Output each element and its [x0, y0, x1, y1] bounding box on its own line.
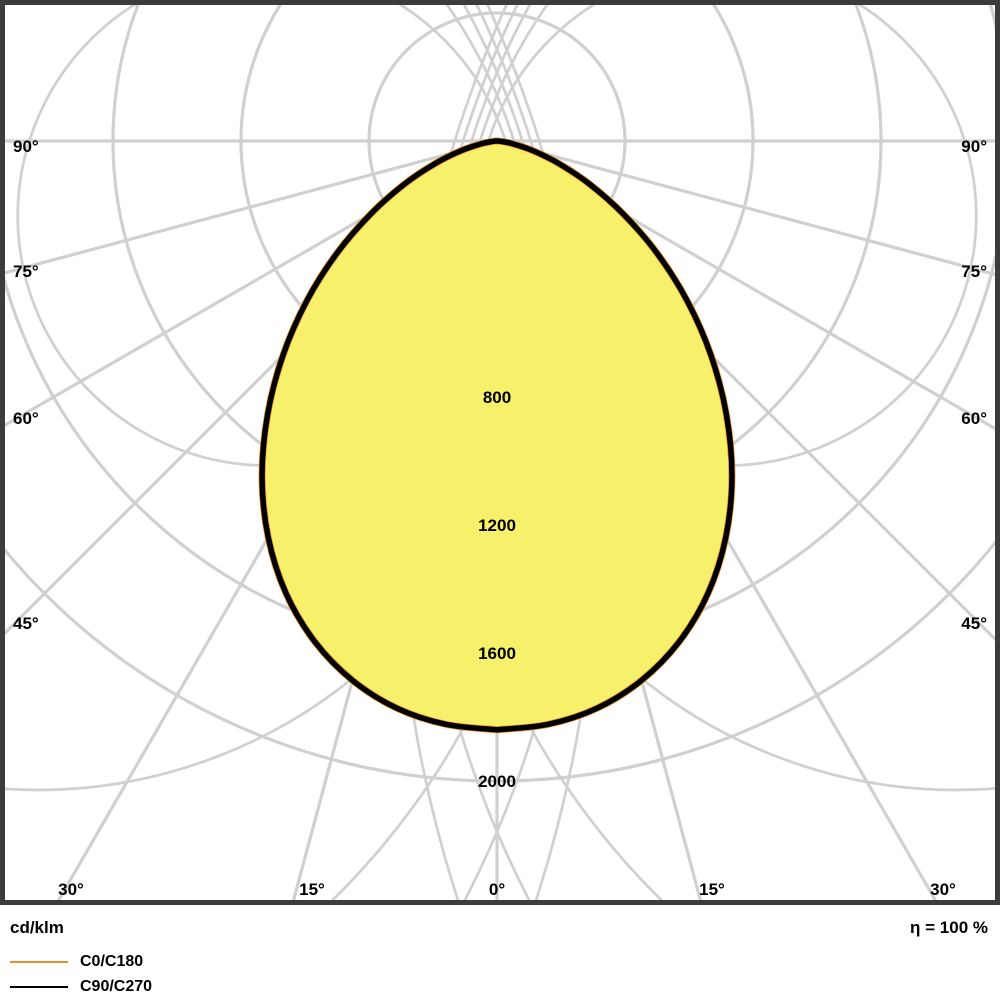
chart-footer: cd/klm η = 100 % C0/C180 C90/C270	[0, 905, 1000, 1000]
legend-item-c0: C0/C180	[10, 949, 152, 974]
legend: C0/C180 C90/C270	[10, 949, 152, 999]
polar-plot-svg: 800 1200 1600 2000 90° 75° 60° 45° 90° 75° 60° 45° 3…	[5, 5, 995, 900]
grid-labels: 800 1200 1600 2000 90° 75° 60° 45° 90° 75° 60° 45° 3…	[13, 137, 987, 899]
distribution-fill	[262, 140, 732, 730]
legend-label-c0: C0/C180	[80, 952, 144, 970]
legend-line-icon-c90	[10, 985, 68, 988]
angle-label-bottom-4: 30°	[930, 880, 956, 899]
ring-label-1600: 1600	[478, 644, 516, 663]
efficiency-label: η = 100 %	[910, 918, 988, 937]
angle-label-left-75: 75°	[13, 262, 39, 281]
plot-frame: 800 1200 1600 2000 90° 75° 60° 45° 90° 75° 60° 45° 3…	[0, 0, 1000, 905]
legend-label-c90: C90/C270	[80, 977, 153, 995]
ring-label-1200: 1200	[478, 516, 516, 535]
angle-label-bottom-0: 30°	[58, 880, 84, 899]
angle-label-bottom-3: 15°	[699, 880, 725, 899]
angle-label-bottom-1: 15°	[299, 880, 325, 899]
angle-label-right-45: 45°	[961, 614, 987, 633]
angle-label-bottom-2: 0°	[489, 880, 505, 899]
curve-c90-c270	[259, 138, 735, 733]
angle-label-left-90: 90°	[13, 137, 39, 156]
angle-label-right-60: 60°	[961, 409, 987, 428]
legend-item-c90: C90/C270	[10, 974, 152, 999]
ring-label-800: 800	[483, 388, 511, 407]
unit-label: cd/klm	[10, 918, 64, 937]
distribution-curves	[258, 137, 736, 734]
legend-line-icon-c0	[10, 960, 68, 963]
angle-label-right-75: 75°	[961, 262, 987, 281]
angle-label-right-90: 90°	[961, 137, 987, 156]
angle-label-left-60: 60°	[13, 409, 39, 428]
angle-label-left-45: 45°	[13, 614, 39, 633]
ring-label-2000: 2000	[478, 772, 516, 791]
